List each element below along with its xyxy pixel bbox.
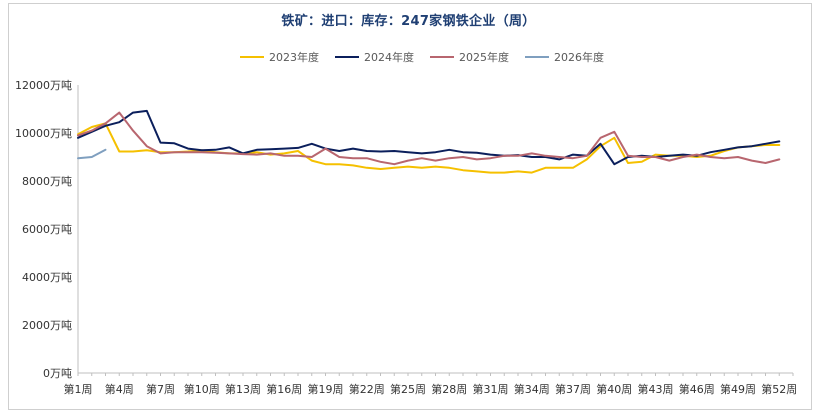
x-tick-label: 第34周 — [514, 382, 550, 396]
x-tick-label: 第1周 — [64, 382, 93, 396]
x-tick-label: 第25周 — [390, 382, 426, 396]
y-tick-label: 2000万吨 — [22, 319, 72, 332]
x-tick-label: 第31周 — [473, 382, 509, 396]
series-line-3 — [77, 111, 781, 166]
x-tick-label: 第4周 — [105, 382, 134, 396]
y-tick-label: 4000万吨 — [22, 271, 72, 284]
x-tick-label: 第49周 — [720, 382, 756, 396]
x-tick-label: 第13周 — [225, 382, 261, 396]
legend-label-3: 2025年度 — [459, 50, 509, 64]
x-axis: 第1周 第4周 第7周 第10周 第13周 第16周 第19周 第22周 第25周 第28周 第31… — [64, 372, 797, 396]
x-tick-label: 第16周 — [266, 382, 302, 396]
y-tick-label: 10000万吨 — [15, 127, 72, 140]
x-tick-label: 第22周 — [349, 382, 385, 396]
y-tick-label: 8000万吨 — [22, 175, 72, 188]
y-tick-label: 6000万吨 — [22, 223, 72, 236]
series-line-2 — [77, 109, 781, 166]
legend-label-1: 2023年度 — [269, 50, 319, 64]
legend: 2023年度 2024年度 2025年度 2026年度 — [240, 50, 604, 64]
x-tick-label: 第43周 — [638, 382, 674, 396]
x-tick-label: 第37周 — [555, 382, 591, 396]
x-tick-label: 第28周 — [431, 382, 467, 396]
x-tick-label: 第7周 — [146, 382, 175, 396]
x-tick-label: 第46周 — [679, 382, 715, 396]
series-line-1 — [77, 122, 781, 174]
x-tick-label: 第19周 — [308, 382, 344, 396]
y-axis: 0万吨 2000万吨 4000万吨 6000万吨 8000万吨 10000万吨 12000万… — [15, 79, 79, 380]
chart-title: 铁矿：进口：库存：247家钢铁企业（周） — [281, 14, 536, 29]
x-tick-label: 第52周 — [761, 382, 797, 396]
chart-frame — [8, 3, 812, 410]
series-line-4 — [77, 148, 107, 160]
x-tick-label: 第40周 — [596, 382, 632, 396]
series-group — [77, 109, 781, 174]
x-tick-label: 第10周 — [184, 382, 220, 396]
legend-label-4: 2026年度 — [554, 50, 604, 64]
y-tick-label: 0万吨 — [43, 367, 72, 380]
y-tick-label: 12000万吨 — [15, 79, 72, 92]
legend-label-2: 2024年度 — [364, 50, 414, 64]
